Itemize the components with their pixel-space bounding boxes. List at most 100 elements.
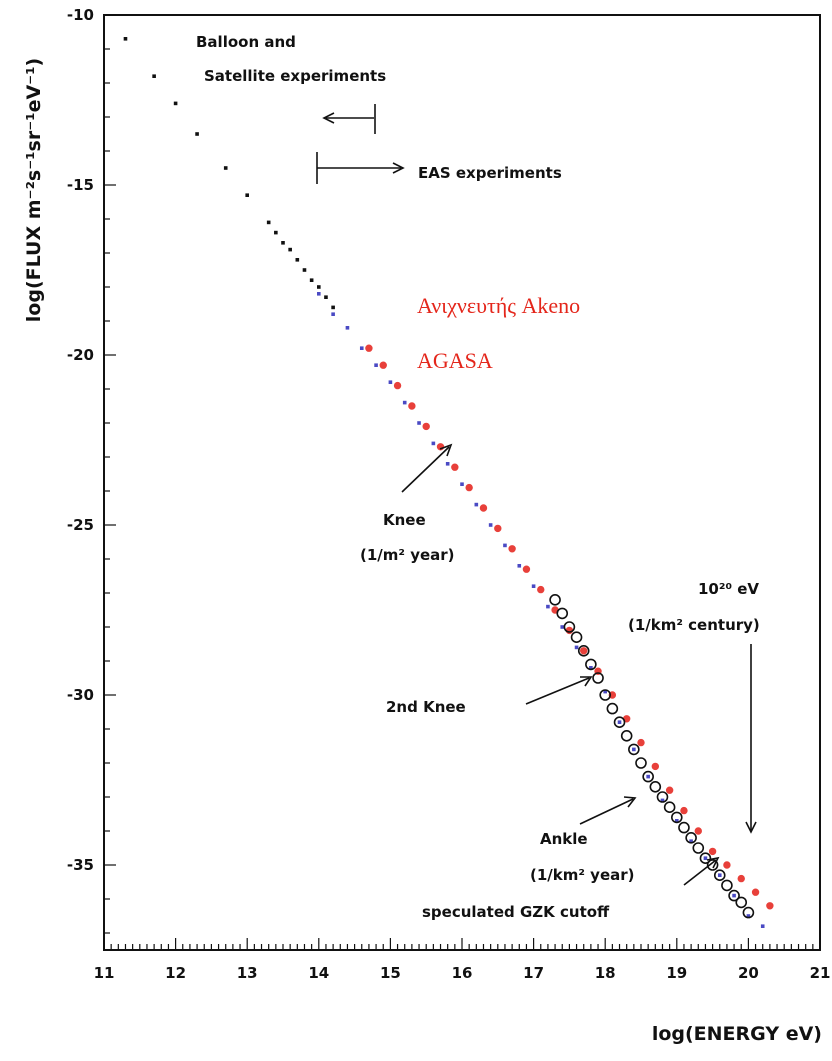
- data-markers: [123, 37, 774, 928]
- annotation-balloon-line2: Satellite experiments: [204, 67, 386, 85]
- arrow-ankle: [579, 798, 634, 825]
- data-point-series-1: [431, 441, 436, 446]
- data-point-series-2: [465, 483, 473, 492]
- annotation-gzk: speculated GZK cutoff: [422, 903, 610, 921]
- data-point-series-3: [628, 743, 640, 756]
- annotation-second-knee: 2nd Knee: [386, 698, 466, 716]
- data-point-series-1: [388, 380, 393, 384]
- data-point-series-1: [417, 421, 421, 425]
- data-point-series-2: [766, 902, 774, 910]
- label-akeno: Ανιχνευτής Akeno: [417, 293, 580, 318]
- data-point-series-1: [402, 400, 407, 405]
- data-point-series-3: [635, 757, 647, 769]
- data-point-series-3: [706, 859, 719, 871]
- data-point-series-0: [295, 258, 300, 262]
- y-axis-label: log(FLUX m⁻²s⁻¹sr⁻¹eV⁻¹): [23, 58, 45, 322]
- y-tick-label: -35: [67, 856, 94, 874]
- data-point-series-2: [580, 647, 588, 655]
- data-point-series-3: [570, 631, 583, 644]
- data-point-series-2: [665, 786, 674, 794]
- data-point-series-2: [694, 827, 702, 835]
- data-point-series-1: [589, 666, 593, 670]
- data-point-series-3: [549, 593, 561, 606]
- y-tick-label: -20: [67, 346, 94, 364]
- annotation-balloon-line1: Balloon and: [196, 33, 296, 51]
- data-point-series-2: [494, 524, 502, 533]
- data-point-series-3: [735, 896, 748, 909]
- data-point-series-3: [585, 658, 597, 671]
- data-point-series-2: [680, 806, 688, 815]
- annotation-1020-line2: (1/km² century): [628, 616, 760, 634]
- data-point-series-1: [546, 604, 550, 609]
- data-point-series-1: [574, 645, 579, 650]
- y-tick-label: -15: [67, 176, 94, 194]
- data-point-series-1: [603, 689, 607, 694]
- data-point-series-2: [522, 565, 531, 573]
- label-agasa: AGASA: [417, 348, 493, 373]
- data-point-series-1: [703, 856, 708, 860]
- data-point-series-3: [620, 729, 633, 742]
- data-point-series-1: [646, 774, 650, 779]
- x-axis-label: log(ENERGY eV): [652, 1023, 822, 1045]
- data-point-series-3: [556, 607, 569, 620]
- arrow-gzk-head: [706, 856, 720, 869]
- data-point-series-1: [617, 720, 622, 724]
- data-point-series-3: [742, 906, 755, 919]
- data-point-series-3: [642, 770, 654, 783]
- data-point-series-0: [331, 305, 335, 310]
- data-point-series-1: [746, 914, 751, 918]
- data-point-series-3: [699, 852, 712, 865]
- data-point-series-0: [274, 230, 278, 235]
- data-point-series-1: [331, 312, 335, 316]
- data-point-series-2: [393, 381, 402, 390]
- data-point-series-2: [479, 504, 488, 512]
- axis-ticks: [103, 14, 821, 950]
- data-point-series-1: [517, 564, 522, 568]
- data-point-series-2: [508, 545, 516, 553]
- data-point-series-2: [379, 361, 387, 369]
- data-point-series-0: [123, 37, 128, 41]
- data-point-series-3: [599, 689, 612, 701]
- data-point-series-1: [760, 924, 765, 928]
- data-point-series-1: [560, 625, 565, 629]
- x-tick-label: 11: [94, 964, 115, 982]
- x-tick-label: 17: [523, 964, 544, 982]
- annotation-eas: EAS experiments: [418, 164, 562, 182]
- data-point-series-1: [689, 839, 693, 843]
- data-point-series-1: [503, 543, 507, 548]
- y-tick-label: -10: [67, 6, 94, 24]
- data-point-series-1: [445, 462, 450, 466]
- annotation-ankle-line1: Ankle: [540, 830, 588, 848]
- data-point-series-3: [670, 811, 683, 824]
- data-point-series-1: [531, 584, 536, 588]
- data-point-series-0: [173, 101, 178, 106]
- data-point-series-0: [245, 193, 249, 197]
- y-tick-label: -25: [67, 516, 94, 534]
- data-point-series-2: [637, 738, 645, 747]
- data-point-series-0: [195, 132, 199, 136]
- data-point-series-3: [692, 842, 705, 854]
- arrow-second-knee: [525, 677, 590, 705]
- data-point-series-3: [713, 869, 726, 882]
- x-tick-label: 12: [165, 964, 186, 982]
- data-point-series-0: [223, 166, 228, 170]
- data-point-series-0: [324, 295, 328, 299]
- annotation-1020-line1: 10²⁰ eV: [698, 580, 759, 598]
- data-point-series-3: [649, 780, 662, 793]
- data-point-series-1: [488, 523, 493, 527]
- arrow-gzk: [683, 859, 717, 886]
- arrow-ankle-head: [623, 796, 637, 808]
- arrow-knee: [401, 446, 450, 493]
- data-point-series-3: [577, 644, 590, 657]
- data-point-series-1: [345, 326, 350, 330]
- x-tick-label: 19: [666, 964, 687, 982]
- annotation-knee-line2: (1/m² year): [360, 546, 455, 564]
- data-point-series-1: [474, 502, 479, 507]
- data-point-series-0: [302, 268, 307, 272]
- data-point-series-2: [408, 402, 416, 410]
- data-point-series-2: [365, 344, 373, 352]
- data-point-series-1: [359, 346, 364, 350]
- data-point-series-0: [288, 247, 292, 252]
- data-point-series-2: [751, 888, 760, 896]
- data-point-series-0: [281, 241, 285, 245]
